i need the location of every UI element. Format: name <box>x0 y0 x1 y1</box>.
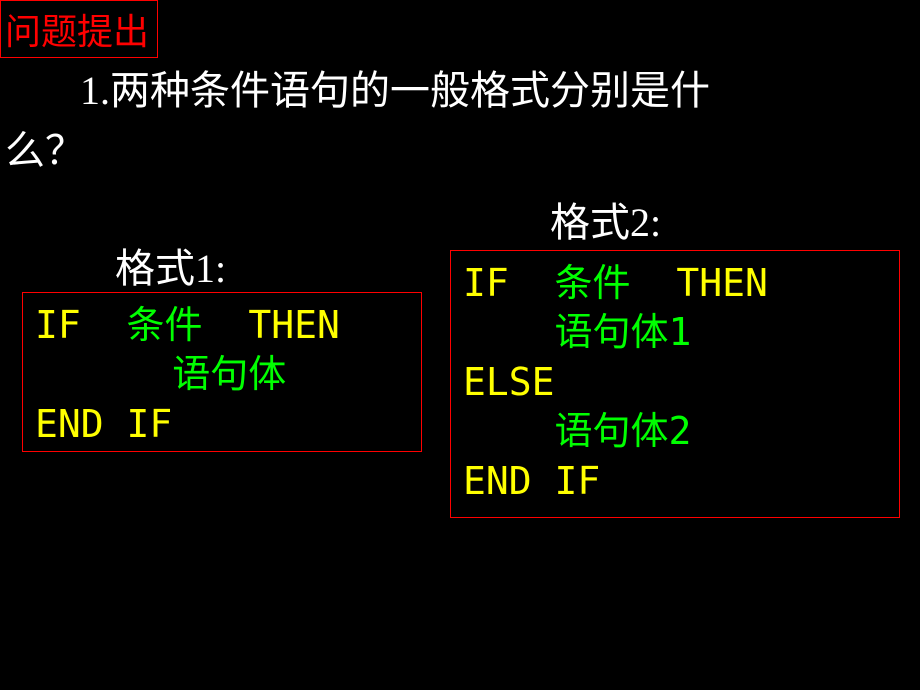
body-text: 语句体 <box>172 352 286 396</box>
endif-keyword: END IF <box>463 459 600 503</box>
header-box: 问题提出 <box>0 0 158 58</box>
endif-keyword: END IF <box>35 402 172 446</box>
format2-line5: END IF <box>463 457 887 506</box>
body2-text: 语句体2 <box>555 409 692 453</box>
format1-line1: IF 条件 THEN <box>35 301 409 350</box>
format2-line4: 语句体2 <box>463 407 887 456</box>
format2-line3: ELSE <box>463 358 887 407</box>
format2-line2: 语句体1 <box>463 308 887 357</box>
format1-box: IF 条件 THEN 语句体 END IF <box>22 292 422 452</box>
format1-line2: 语句体 <box>35 350 409 399</box>
if-keyword: IF <box>463 261 509 305</box>
spacer <box>509 261 555 305</box>
question-line-1: 1.两种条件语句的一般格式分别是什 <box>80 58 710 116</box>
spacer <box>463 310 555 354</box>
format2-line1: IF 条件 THEN <box>463 259 887 308</box>
spacer <box>463 409 555 453</box>
spacer <box>81 303 127 347</box>
condition-text: 条件 <box>555 261 631 305</box>
then-keyword: THEN <box>248 303 340 347</box>
format1-label: 格式1: <box>115 236 226 294</box>
spacer <box>203 303 249 347</box>
header-title: 问题提出 <box>5 12 149 52</box>
then-keyword: THEN <box>676 261 768 305</box>
format2-box: IF 条件 THEN 语句体1 ELSE 语句体2 END IF <box>450 250 900 518</box>
if-keyword: IF <box>35 303 81 347</box>
spacer <box>631 261 677 305</box>
condition-text: 条件 <box>127 303 203 347</box>
format2-label: 格式2: <box>550 190 661 248</box>
else-keyword: ELSE <box>463 360 555 404</box>
question-line-2: 么？ <box>5 118 85 176</box>
format1-line3: END IF <box>35 400 409 449</box>
body1-text: 语句体1 <box>555 310 692 354</box>
spacer <box>35 352 172 396</box>
